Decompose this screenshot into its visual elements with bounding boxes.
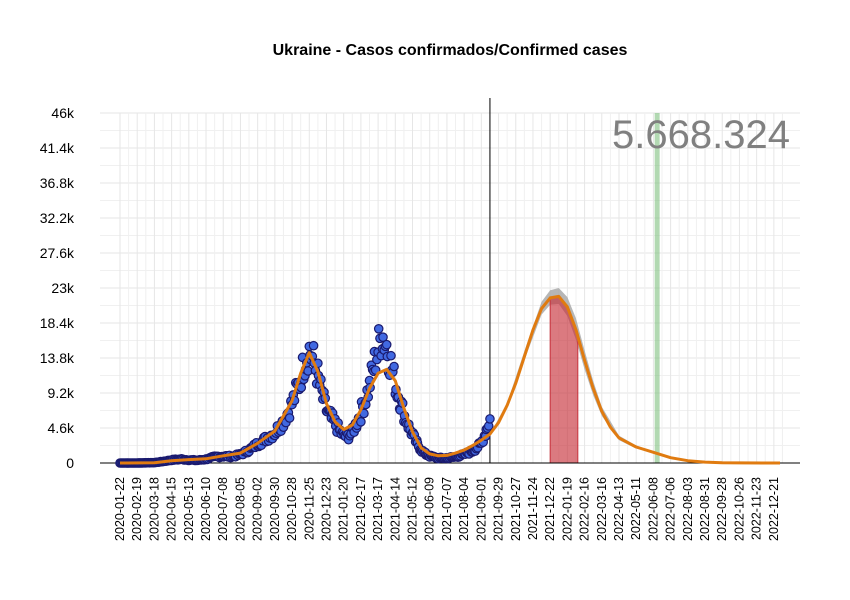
observed-point	[356, 417, 366, 427]
x-tick-label: 2021-08-04	[457, 477, 471, 541]
y-tick-label: 46k	[51, 105, 75, 121]
green-vertical-band	[654, 113, 660, 463]
y-tick-label: 0	[66, 455, 74, 471]
observed-point	[378, 332, 388, 342]
x-tick-label: 2020-10-28	[285, 477, 299, 541]
x-tick-label: 2021-02-17	[354, 477, 368, 541]
x-tick-label: 2021-12-22	[543, 477, 557, 541]
x-tick-label: 2022-12-21	[767, 477, 781, 541]
total-cases-label: 5.668.324	[612, 113, 790, 157]
x-tick-label: 2021-11-24	[526, 477, 540, 540]
x-tick-label: 2020-05-13	[182, 477, 196, 541]
y-tick-label: 4.6k	[48, 420, 75, 436]
y-tick-label: 23k	[51, 280, 75, 296]
x-tick-label: 2020-06-10	[199, 477, 213, 541]
x-tick-label: 2021-01-20	[337, 477, 351, 541]
observed-point	[389, 361, 399, 372]
y-tick-label: 41.4k	[40, 140, 75, 156]
x-tick-label: 2021-04-14	[388, 477, 402, 541]
observed-point	[381, 339, 392, 350]
x-tick-label: 2022-11-23	[750, 477, 764, 540]
x-tick-label: 2020-11-25	[302, 477, 316, 540]
fitted-curve-line	[119, 294, 781, 465]
x-tick-label: 2020-12-23	[319, 477, 333, 541]
x-tick-label: 2020-09-02	[251, 477, 265, 541]
x-tick-label: 2020-03-18	[147, 477, 161, 541]
x-tick-label: 2022-10-26	[732, 477, 746, 541]
y-axis-ticks: 0 4.6k 9.2k 13.8k 18.4k 23k 27.6k 32.2k 36.8k 41.…	[40, 105, 75, 471]
observed-point	[284, 413, 295, 423]
x-tick-label: 2021-09-29	[492, 477, 506, 541]
observed-point	[308, 340, 319, 351]
x-tick-label: 2022-05-11	[629, 477, 643, 540]
y-tick-label: 9.2k	[48, 385, 75, 401]
x-tick-label: 2022-04-13	[612, 477, 626, 541]
x-tick-label: 2021-06-09	[423, 477, 437, 541]
x-tick-label: 2022-08-03	[681, 477, 695, 541]
x-tick-label: 2022-01-19	[560, 477, 574, 541]
axes	[100, 98, 800, 464]
x-tick-label: 2020-01-22	[113, 477, 127, 541]
x-tick-label: 2022-06-08	[646, 477, 660, 541]
x-tick-label: 2021-07-07	[440, 477, 454, 541]
x-axis-ticks: 2020-01-22 2020-02-19 2020-03-18 2020-04-15…	[113, 477, 781, 541]
observed-point	[373, 323, 384, 334]
x-tick-label: 2021-03-17	[371, 477, 385, 541]
x-tick-label: 2021-10-27	[509, 477, 523, 541]
y-tick-label: 32.2k	[40, 210, 75, 226]
x-tick-label: 2020-02-19	[130, 477, 144, 541]
y-tick-label: 18.4k	[40, 315, 75, 331]
x-tick-label: 2022-08-31	[698, 477, 712, 541]
x-tick-label: 2020-07-08	[216, 477, 230, 541]
x-tick-label: 2021-09-01	[474, 477, 488, 541]
x-tick-label: 2020-08-05	[233, 477, 247, 541]
x-tick-label: 2022-07-06	[664, 477, 678, 541]
x-tick-label: 2022-02-16	[578, 477, 592, 541]
x-tick-label: 2020-09-30	[268, 477, 282, 541]
y-tick-label: 13.8k	[40, 350, 75, 366]
x-tick-label: 2022-03-16	[595, 477, 609, 541]
x-tick-label: 2021-05-12	[406, 477, 420, 541]
grid-lines	[100, 112, 800, 464]
chart-title: Ukraine - Casos confirmados/Confirmed ca…	[273, 42, 628, 59]
observed-point	[386, 350, 396, 361]
observed-point	[485, 414, 495, 424]
fitted-curve	[119, 294, 781, 465]
y-tick-label: 27.6k	[40, 245, 75, 261]
y-tick-label: 36.8k	[40, 175, 75, 191]
x-tick-label: 2020-04-15	[165, 477, 179, 541]
x-tick-label: 2022-09-28	[715, 477, 729, 541]
